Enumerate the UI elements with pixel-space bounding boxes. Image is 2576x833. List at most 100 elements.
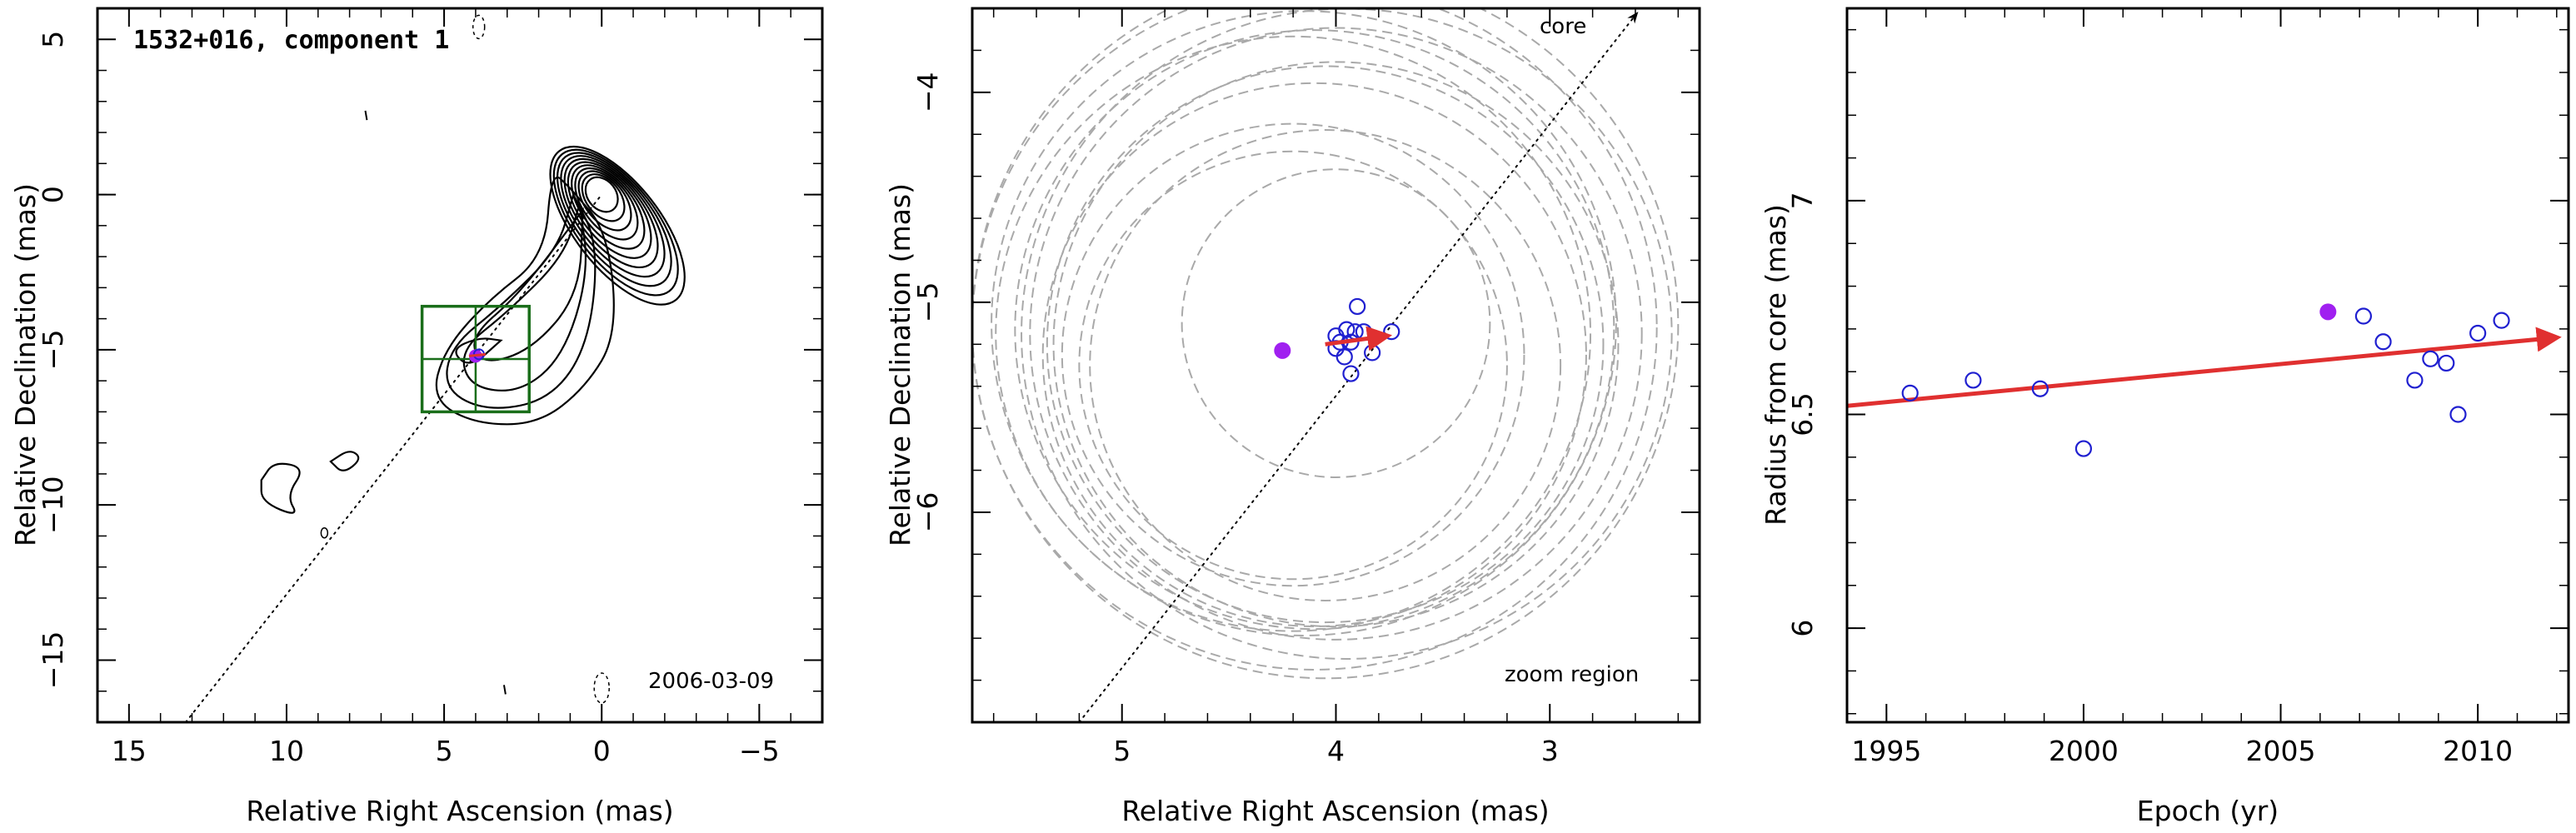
epoch-point <box>1342 365 1360 382</box>
panel-zoom: 5 4 3 −4 −5 −6 core zoom region Relative Righ… <box>884 7 1701 827</box>
p2-ytick-label: −4 <box>911 72 944 112</box>
contour-plot-area <box>184 14 686 722</box>
epoch-point <box>2469 324 2487 342</box>
epoch-point <box>2354 307 2373 325</box>
p3-xtick-label: 1995 <box>1851 735 1921 767</box>
p3-xtick-label: 2010 <box>2443 735 2513 767</box>
p1-ytick-label: 5 <box>37 31 69 48</box>
radius-plot-area <box>1847 303 2562 457</box>
jet-contour <box>446 192 597 409</box>
panel2-ylabel: Relative Declination (mas) <box>884 183 916 546</box>
p1-ytick-label: 0 <box>37 186 69 203</box>
panel1-xlabel: Relative Right Ascension (mas) <box>246 795 673 827</box>
epoch-point <box>2449 406 2467 423</box>
p1-ytick-label: −10 <box>37 476 69 534</box>
beam-circle <box>1021 8 1673 660</box>
beam-circle <box>972 8 1658 671</box>
motion-vector <box>1325 326 1393 352</box>
p2-ytick-label: −5 <box>911 282 944 323</box>
p1-xtick-label: 0 <box>593 735 611 767</box>
p2-ytick-label: −6 <box>911 492 944 533</box>
trend-arrow <box>1847 327 2562 408</box>
zoom-plot-area <box>972 8 1680 722</box>
core-contour <box>581 173 626 222</box>
highlight-point <box>2319 303 2337 321</box>
core-contour <box>567 161 652 259</box>
panel2-xlabel: Relative Right Ascension (mas) <box>1121 795 1549 827</box>
panel-contour-map: 15 10 5 0 −5 5 0 −5 −10 −15 1532+016, component 1… <box>9 7 824 827</box>
p3-xtick-label: 2005 <box>2246 735 2316 767</box>
p3-ytick-label: 6.5 <box>1786 392 1819 436</box>
epoch-point <box>2493 312 2510 329</box>
jet-contour <box>329 451 360 471</box>
epoch-point <box>2406 372 2424 389</box>
panel2-frame <box>971 7 1701 724</box>
beam-circle <box>1029 27 1643 641</box>
jet-contour <box>260 462 301 514</box>
epoch-point <box>1335 348 1353 366</box>
p3-ytick-label: 6 <box>1786 620 1819 637</box>
epoch-point <box>2374 333 2392 351</box>
panel1-date: 2006-03-09 <box>648 669 774 694</box>
core-contour <box>584 176 619 213</box>
panel-radius-epoch: 1995 2000 2005 2010 6 6.5 7 Epoch (yr) Radius … <box>1760 7 2570 827</box>
p3-xtick-label: 2000 <box>2049 735 2119 767</box>
epoch-point <box>1349 297 1366 316</box>
negative-contour <box>472 14 486 40</box>
epoch-point <box>1901 384 1919 402</box>
panel3-frame <box>1845 7 2570 724</box>
panel1-frame <box>96 7 824 724</box>
p1-xtick-label: 10 <box>269 735 304 767</box>
panel3-ylabel: Radius from core (mas) <box>1760 204 1792 526</box>
beam-circle <box>1089 129 1562 601</box>
epoch-point <box>2074 440 2093 457</box>
beam-circle <box>1052 61 1620 628</box>
epoch-point <box>2438 354 2455 372</box>
panel2-ticks: 5 4 3 −4 −5 −6 <box>911 8 1700 767</box>
p2-xtick-label: 4 <box>1327 735 1345 767</box>
contour-speck <box>502 685 507 695</box>
jet-contour <box>462 203 587 392</box>
core-contour <box>577 170 632 232</box>
core-contour <box>552 148 679 297</box>
beam-circle <box>1181 168 1491 478</box>
core-contour <box>556 152 672 287</box>
panel3-xlabel: Epoch (yr) <box>2137 795 2279 827</box>
core-contour <box>549 145 686 306</box>
contour-speck <box>364 110 368 121</box>
beam-circle <box>1041 82 1587 627</box>
contour-speck <box>320 526 329 539</box>
panel3-ticks: 1995 2000 2005 2010 6 6.5 7 <box>1786 8 2569 767</box>
p1-xtick-label: −5 <box>739 735 780 767</box>
core-contour <box>563 157 659 269</box>
core-annotation: core <box>1540 14 1586 39</box>
negative-contour <box>593 672 610 704</box>
epoch-point <box>2031 380 2049 397</box>
panel1-ticks: 15 10 5 0 −5 5 0 −5 −10 −15 <box>37 7 823 767</box>
beam-circle <box>1061 122 1525 587</box>
p1-ytick-label: −5 <box>37 330 69 371</box>
beam-circle <box>1078 150 1508 581</box>
p2-xtick-label: 3 <box>1541 735 1559 767</box>
jet-contour <box>435 177 615 426</box>
p1-ytick-label: −15 <box>37 631 69 690</box>
epoch-point <box>1364 344 1381 362</box>
p1-xtick-label: 15 <box>112 735 147 767</box>
jet-axis-line <box>184 193 603 722</box>
beam-circle <box>972 8 1680 680</box>
jet-contour <box>473 207 584 362</box>
beam-circle <box>1014 29 1615 631</box>
core-contour <box>560 155 666 278</box>
component-vector <box>468 352 487 357</box>
jet-axis-line <box>1078 11 1639 722</box>
panel1-title: 1532+016, component 1 <box>133 26 449 55</box>
panel1-ylabel: Relative Declination (mas) <box>9 183 42 546</box>
p2-xtick-label: 5 <box>1113 735 1131 767</box>
highlight-point <box>1274 342 1291 359</box>
beam-circle <box>991 10 1617 636</box>
beam-circle <box>995 35 1592 632</box>
zoom-region-annotation: zoom region <box>1505 662 1639 687</box>
epoch-point <box>2422 350 2439 367</box>
p1-xtick-label: 5 <box>436 735 453 767</box>
